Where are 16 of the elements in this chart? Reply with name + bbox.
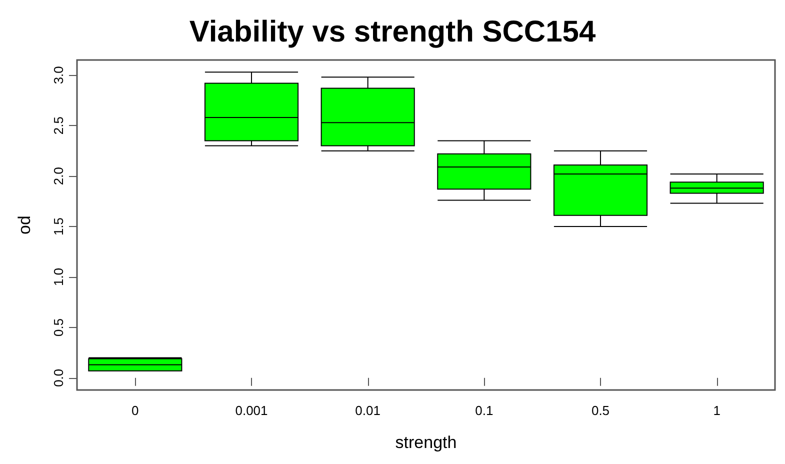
x-tick-label: 0 — [132, 403, 139, 418]
y-tick-label: 0.5 — [51, 318, 66, 336]
y-tick-label: 2.5 — [51, 116, 66, 135]
x-tick-label: 0.1 — [475, 403, 494, 418]
x-axis-title: strength — [395, 433, 457, 452]
y-axis-title: od — [15, 216, 34, 234]
x-tick-label: 0.01 — [355, 403, 380, 418]
y-tick-label: 1.0 — [51, 268, 66, 286]
y-tick-label: 1.5 — [51, 217, 66, 236]
chart-title: Viability vs strength SCC154 — [189, 16, 596, 48]
y-tick-label: 3.0 — [51, 66, 66, 84]
x-tick-label: 0.001 — [235, 403, 268, 418]
x-tick-label: 1 — [713, 403, 720, 418]
x-tick-label: 0.5 — [591, 403, 610, 418]
y-tick-label: 0.0 — [51, 368, 66, 387]
y-tick-label: 2.0 — [51, 167, 66, 186]
